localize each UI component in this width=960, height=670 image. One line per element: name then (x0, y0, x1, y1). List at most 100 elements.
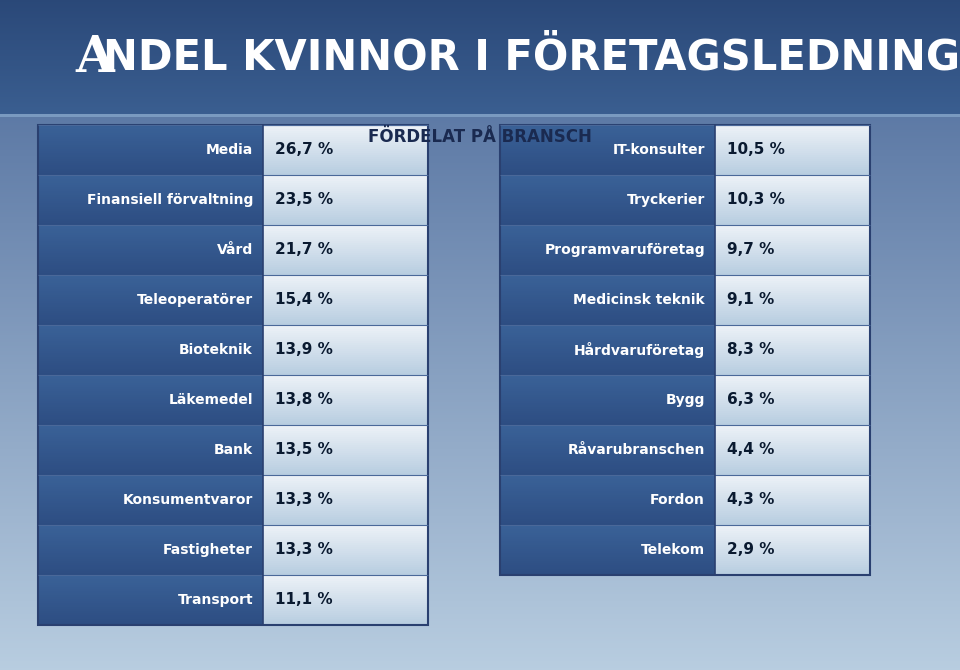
Bar (38, 618, 263, 621)
Bar (263, 249, 428, 251)
Bar (263, 563, 428, 565)
Text: 9,1 %: 9,1 % (727, 293, 775, 308)
Bar (0, 608, 960, 610)
Text: Medicinsk teknik: Medicinsk teknik (573, 293, 705, 307)
Bar (263, 214, 428, 217)
Bar (263, 289, 428, 291)
Bar (0, 268, 960, 270)
Bar (0, 297, 960, 299)
Bar (0, 576, 960, 578)
Bar (263, 379, 428, 381)
Bar (38, 547, 263, 549)
Bar (38, 178, 263, 181)
Bar (715, 269, 870, 271)
Bar (38, 606, 263, 609)
Bar (500, 204, 715, 207)
Bar (38, 232, 263, 235)
Bar (38, 316, 263, 319)
Text: 10,3 %: 10,3 % (727, 192, 785, 208)
Bar (500, 228, 715, 231)
Bar (263, 529, 428, 531)
Bar (715, 165, 870, 167)
Bar (263, 137, 428, 139)
Bar (263, 431, 428, 433)
Bar (500, 222, 715, 225)
Bar (715, 212, 870, 215)
Bar (263, 442, 428, 445)
Bar (38, 600, 263, 603)
Bar (715, 232, 870, 235)
Bar (263, 436, 428, 439)
Bar (263, 149, 428, 151)
Bar (263, 190, 428, 193)
Bar (715, 174, 870, 177)
Bar (500, 226, 715, 229)
Bar (0, 92, 960, 94)
Bar (0, 27, 960, 29)
Bar (263, 387, 428, 389)
Bar (0, 77, 960, 79)
Bar (0, 93, 960, 95)
Bar (500, 285, 715, 287)
Bar (500, 466, 715, 469)
Bar (263, 314, 428, 317)
Bar (38, 332, 263, 335)
Bar (263, 419, 428, 421)
Bar (0, 536, 960, 538)
Bar (38, 622, 263, 625)
Bar (263, 582, 428, 585)
Bar (0, 96, 960, 98)
Bar (38, 620, 263, 623)
Bar (0, 17, 960, 19)
Bar (263, 614, 428, 617)
Bar (263, 176, 428, 179)
Bar (0, 243, 960, 246)
Bar (263, 521, 428, 523)
Bar (500, 358, 715, 361)
Bar (263, 482, 428, 485)
Bar (715, 472, 870, 475)
Text: 11,1 %: 11,1 % (275, 592, 332, 608)
Bar (38, 521, 263, 523)
Bar (0, 407, 960, 409)
Bar (263, 212, 428, 215)
Bar (0, 214, 960, 216)
Bar (0, 113, 960, 115)
Bar (0, 64, 960, 66)
Bar (500, 127, 715, 129)
Bar (500, 310, 715, 313)
Bar (715, 265, 870, 267)
Bar (715, 484, 870, 487)
Bar (38, 574, 263, 577)
Bar (0, 49, 960, 52)
Bar (715, 316, 870, 319)
Bar (0, 60, 960, 62)
Bar (38, 448, 263, 451)
Bar (38, 557, 263, 559)
Bar (0, 578, 960, 581)
Bar (263, 271, 428, 273)
Bar (715, 454, 870, 457)
Bar (0, 634, 960, 636)
Bar (500, 346, 715, 349)
Bar (0, 98, 960, 100)
Bar (715, 543, 870, 545)
Bar (0, 76, 960, 78)
Bar (0, 369, 960, 371)
Bar (500, 436, 715, 439)
Bar (0, 58, 960, 60)
Bar (500, 283, 715, 285)
Bar (38, 157, 263, 159)
Bar (38, 153, 263, 155)
Bar (715, 196, 870, 199)
Bar (715, 147, 870, 149)
Bar (38, 301, 263, 303)
Bar (0, 31, 960, 34)
Bar (500, 178, 715, 181)
Bar (500, 302, 715, 305)
Bar (0, 417, 960, 420)
Bar (38, 143, 263, 145)
Bar (500, 308, 715, 311)
Bar (38, 413, 263, 415)
Bar (715, 302, 870, 305)
